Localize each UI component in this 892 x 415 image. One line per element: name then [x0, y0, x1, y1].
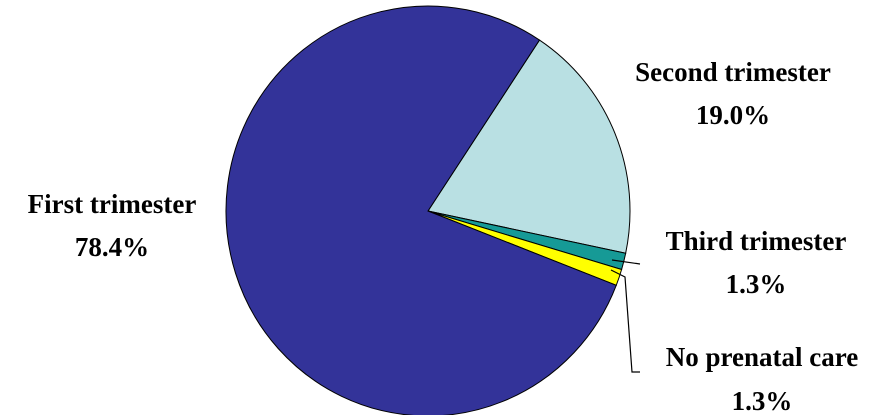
slice-first-trimester [225, 5, 617, 415]
slice-value-second-trimester: 19.0% [696, 100, 770, 130]
slice-value-no-prenatal-care: 1.3% [732, 386, 793, 415]
pie-slices [225, 5, 631, 415]
leader-lines [610, 259, 641, 373]
slice-label-third-trimester: Third trimester [666, 226, 847, 256]
slice-label-second-trimester: Second trimester [635, 57, 831, 87]
slice-second-trimester [427, 39, 631, 254]
leader-line-no-prenatal-care [610, 269, 640, 373]
slice-label-no-prenatal-care: No prenatal care [666, 342, 858, 372]
slice-value-first-trimester: 78.4% [75, 232, 149, 262]
slice-value-third-trimester: 1.3% [726, 269, 787, 299]
slice-labels: First trimester 78.4% Second trimester 1… [28, 57, 859, 415]
leader-line-third-trimester [611, 259, 641, 265]
slice-label-first-trimester: First trimester [28, 189, 197, 219]
